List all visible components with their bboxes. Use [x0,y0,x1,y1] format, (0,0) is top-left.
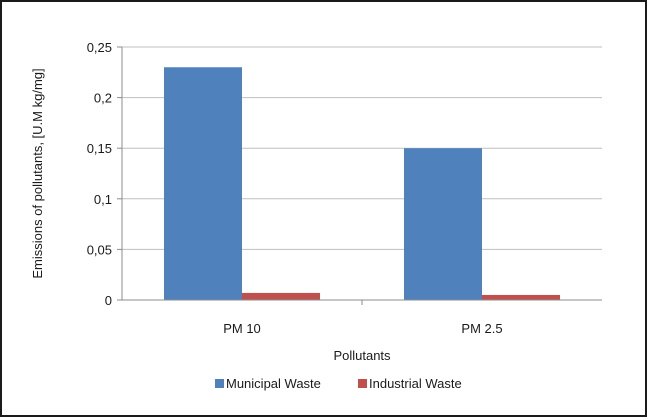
x-tick-label: PM 10 [223,321,261,336]
legend-swatch-municipal-waste [215,379,224,388]
y-tick-labels: 0 0,05 0,1 0,15 0,2 0,25 [87,40,112,308]
legend-label-industrial-waste: Industrial Waste [369,376,462,391]
y-tick-label: 0,2 [94,91,112,106]
legend: Municipal Waste Industrial Waste [215,376,462,391]
y-axis-title: Emissions of pollutants, [U.M kg/mg] [30,68,45,278]
bar-municipal-waste-pm-2-5 [404,148,482,300]
bar-municipal-waste-pm-10 [164,67,242,301]
x-axis-title: Pollutants [333,348,391,363]
bar-industrial-waste-pm-10 [242,292,320,300]
y-tick-label: 0,25 [87,40,112,55]
bar-industrial-waste-pm-2-5 [482,294,560,300]
axes [121,47,602,301]
legend-label-municipal-waste: Municipal Waste [226,376,321,391]
y-tick-label: 0,1 [94,192,112,207]
x-tick-labels: PM 10 PM 2.5 [223,321,502,336]
y-tick-label: 0,15 [87,141,112,156]
y-tick-label: 0 [105,293,112,308]
legend-swatch-industrial-waste [358,379,367,388]
x-tick-label: PM 2.5 [461,321,502,336]
bars [164,67,560,301]
y-tick-label: 0,05 [87,242,112,257]
